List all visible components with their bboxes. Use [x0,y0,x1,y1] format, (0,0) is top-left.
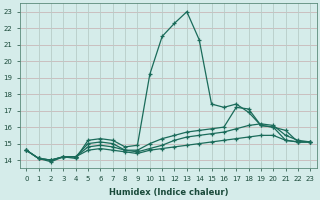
X-axis label: Humidex (Indice chaleur): Humidex (Indice chaleur) [108,188,228,197]
